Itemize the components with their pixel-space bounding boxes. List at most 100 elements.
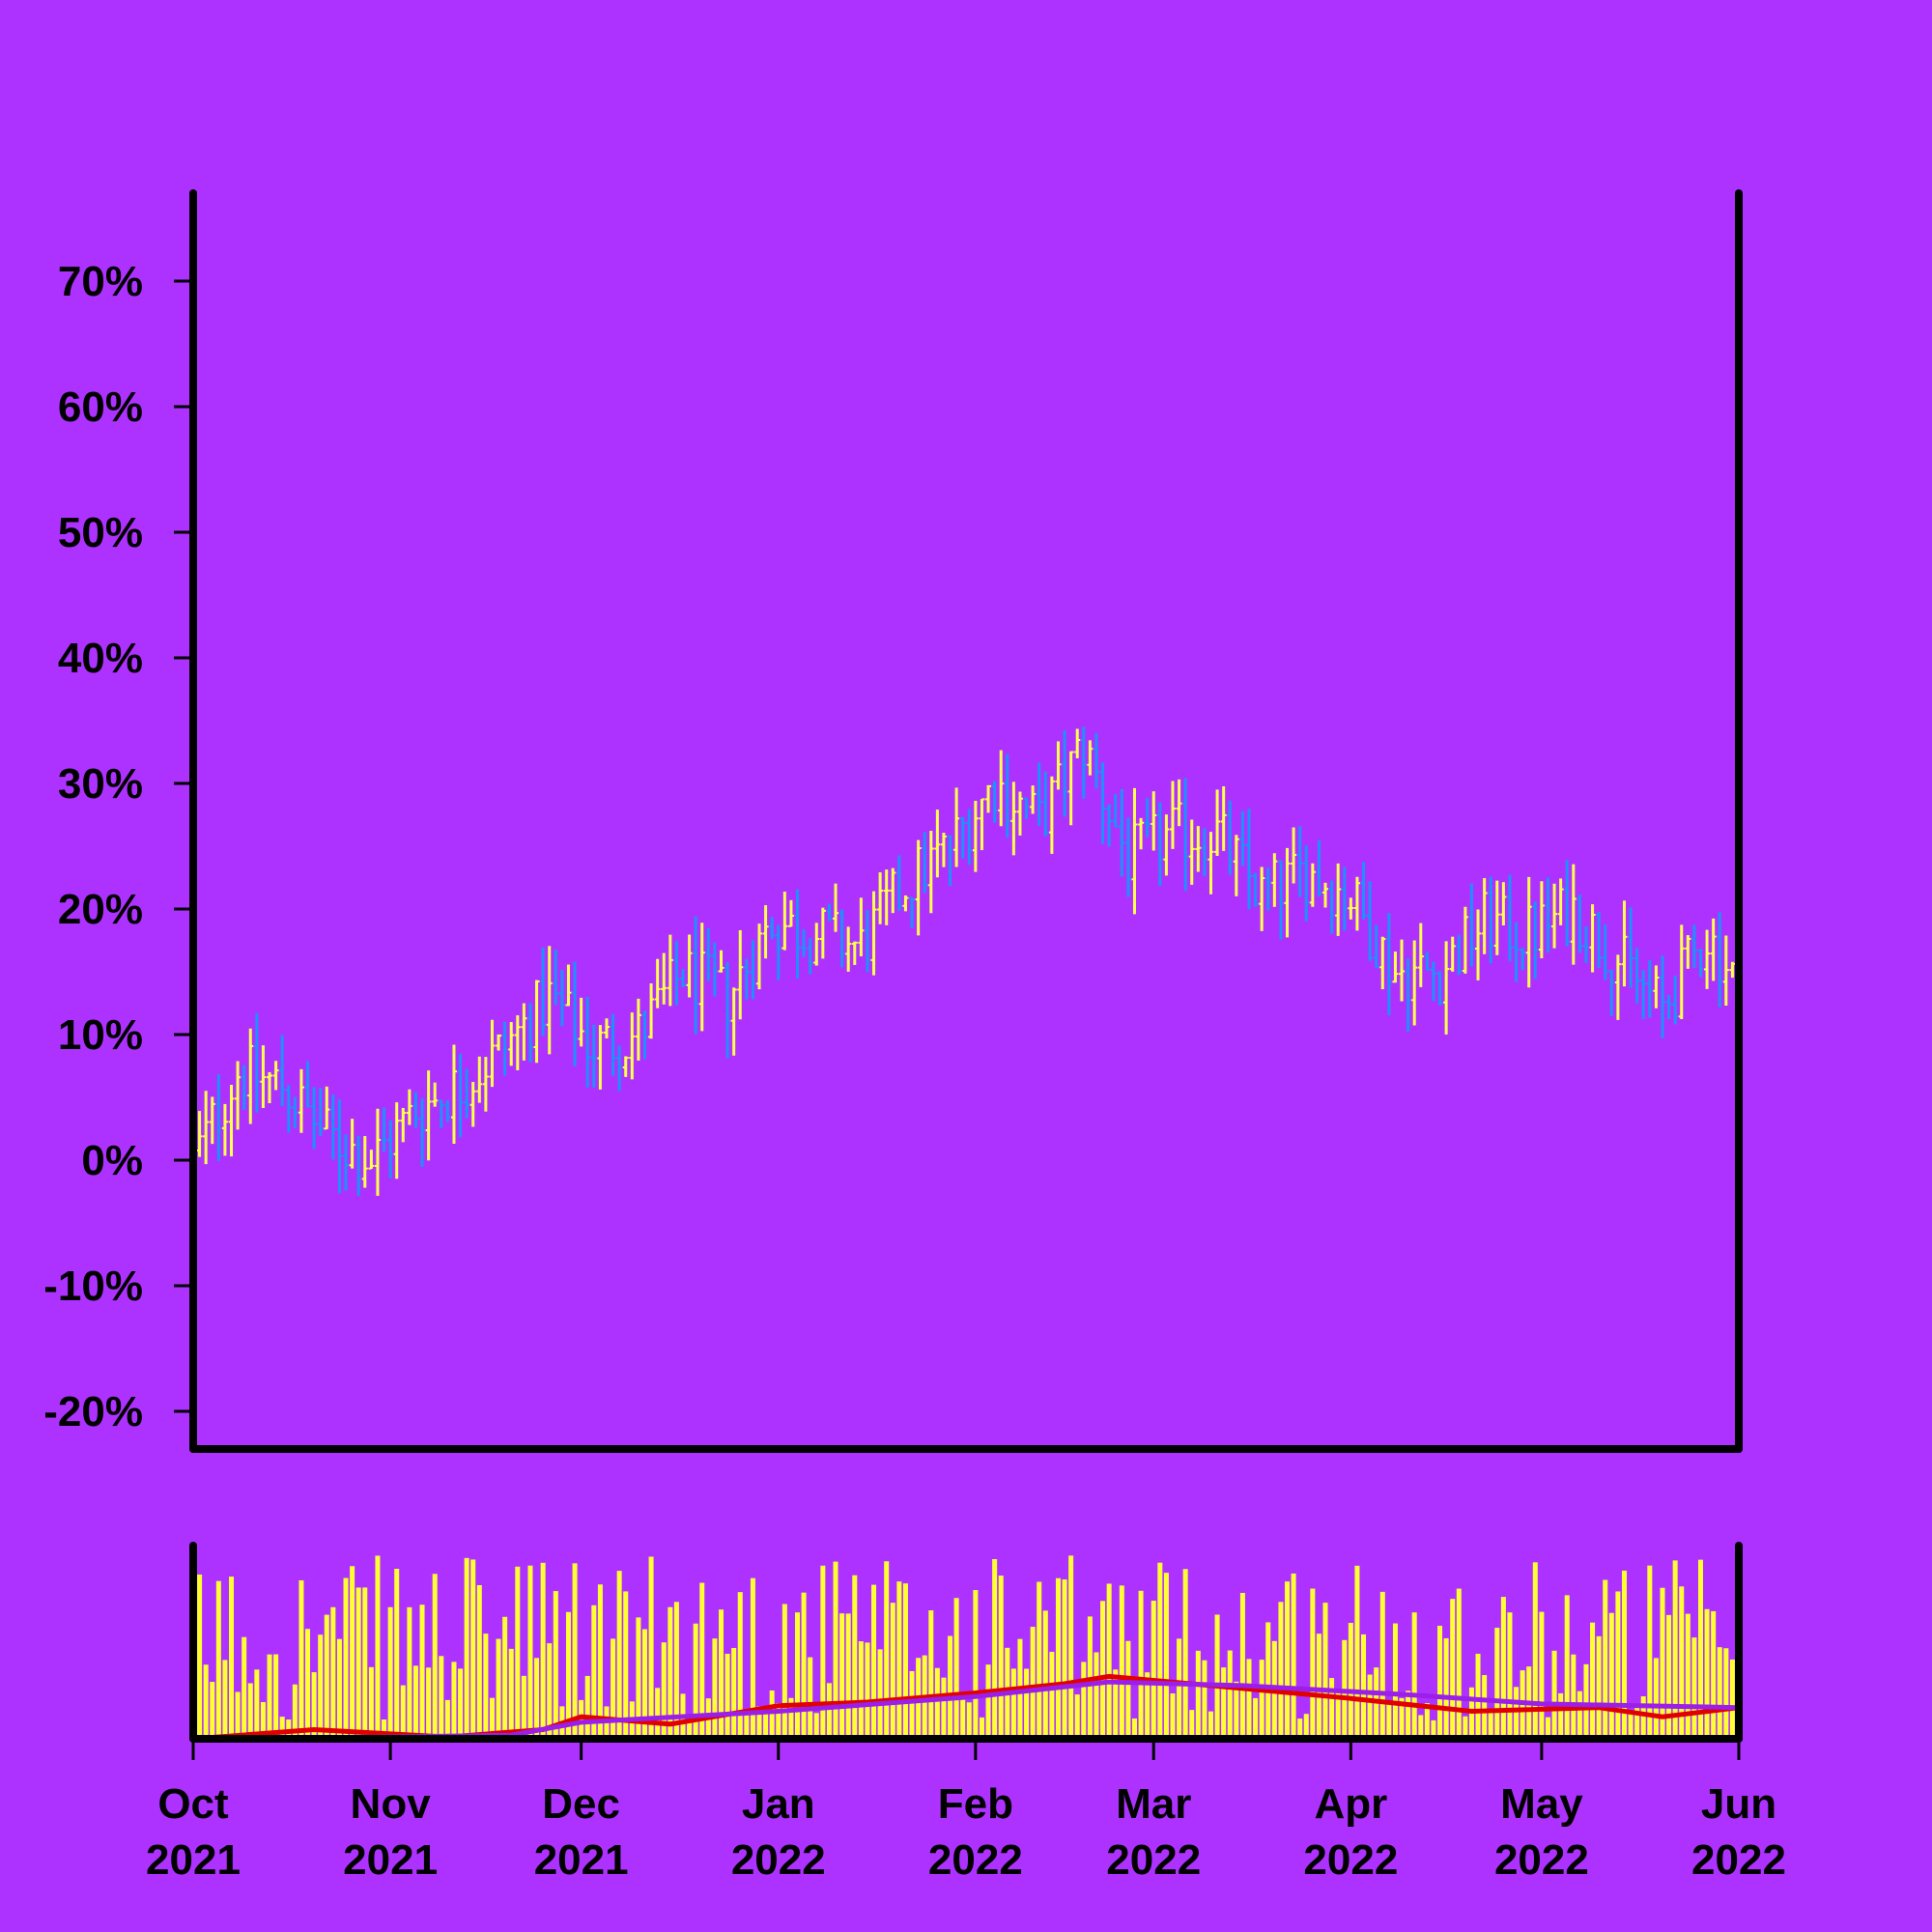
volume-bar xyxy=(1564,1595,1570,1739)
volume-bar xyxy=(1729,1659,1735,1739)
volume-bar xyxy=(1634,1707,1640,1739)
volume-bar xyxy=(1297,1719,1303,1739)
volume-bar xyxy=(820,1565,826,1739)
volume-bar xyxy=(1285,1581,1291,1739)
volume-bar xyxy=(1361,1634,1367,1739)
volume-bar xyxy=(1488,1713,1493,1739)
volume-bar xyxy=(1647,1565,1653,1739)
volume-bar xyxy=(1418,1715,1424,1739)
volume-bar xyxy=(611,1638,616,1739)
volume-bar xyxy=(1558,1692,1564,1739)
volume-bar xyxy=(1590,1622,1596,1739)
volume-bar xyxy=(1303,1714,1309,1739)
volume-bar xyxy=(1615,1591,1621,1739)
volume-bar xyxy=(1348,1623,1353,1739)
volume-bar xyxy=(1392,1623,1398,1739)
volume-bar xyxy=(496,1638,501,1739)
volume-bar xyxy=(1291,1573,1296,1739)
volume-bar xyxy=(444,1699,450,1739)
volume-bar xyxy=(655,1688,661,1739)
volume-bar xyxy=(1170,1693,1176,1739)
volume-bar xyxy=(1024,1668,1030,1739)
volume-bar xyxy=(928,1610,934,1739)
volume-bar xyxy=(781,1604,787,1739)
volume-bar xyxy=(1145,1672,1151,1739)
volume-bar xyxy=(960,1694,966,1739)
volume-bar xyxy=(279,1717,285,1739)
x-tick-year-label: 2021 xyxy=(146,1836,241,1884)
volume-bar xyxy=(858,1641,864,1739)
volume-bar xyxy=(553,1591,558,1739)
x-tick-month-label: Jan xyxy=(742,1780,815,1828)
x-tick-month-label: Nov xyxy=(351,1780,432,1828)
volume-bar xyxy=(222,1660,228,1739)
volume-bar xyxy=(833,1561,838,1739)
volume-bar xyxy=(476,1584,482,1739)
volume-bar xyxy=(1106,1583,1112,1739)
x-tick-month-label: May xyxy=(1500,1780,1583,1828)
x-tick-year-label: 2022 xyxy=(1691,1836,1786,1884)
volume-bar xyxy=(1094,1652,1099,1739)
volume-bar xyxy=(260,1702,266,1739)
volume-bar xyxy=(1608,1612,1614,1739)
x-tick-year-label: 2021 xyxy=(534,1836,629,1884)
volume-bar xyxy=(273,1654,279,1739)
volume-bar xyxy=(896,1581,902,1739)
price-panel xyxy=(190,726,1742,1197)
volume-bar xyxy=(1100,1601,1106,1739)
volume-bar xyxy=(1119,1585,1124,1739)
volume-bar xyxy=(215,1580,221,1739)
volume-bar xyxy=(1532,1562,1538,1739)
volume-bar xyxy=(1042,1610,1048,1739)
x-tick-year-label: 2021 xyxy=(343,1836,438,1884)
volume-bar xyxy=(439,1656,444,1739)
x-tick-year-label: 2022 xyxy=(928,1836,1023,1884)
volume-panel xyxy=(190,1555,1742,1742)
x-tick-month-label: Jun xyxy=(1701,1780,1776,1828)
volume-bar xyxy=(1386,1702,1392,1739)
volume-bar xyxy=(1463,1716,1468,1739)
volume-bar xyxy=(948,1635,953,1739)
volume-bar xyxy=(1316,1634,1321,1739)
volume-bar xyxy=(973,1590,979,1739)
volume-bar xyxy=(419,1605,425,1739)
volume-bar xyxy=(235,1691,241,1739)
volume-bar xyxy=(534,1658,540,1739)
volume-bar xyxy=(426,1667,432,1739)
volume-bar xyxy=(1653,1658,1659,1739)
volume-bar xyxy=(1424,1703,1430,1739)
volume-bar xyxy=(292,1684,298,1739)
volume-bar xyxy=(579,1699,584,1739)
volume-bar xyxy=(1138,1590,1144,1739)
volume-bar xyxy=(668,1606,673,1739)
volume-bar xyxy=(1113,1669,1119,1739)
y-tick-label: 30% xyxy=(58,760,143,808)
volume-bar xyxy=(1571,1654,1577,1739)
volume-bar xyxy=(1208,1711,1213,1739)
volume-bar xyxy=(871,1584,877,1739)
volume-bar xyxy=(909,1670,915,1739)
volume-bar xyxy=(521,1675,526,1739)
volume-bar xyxy=(502,1616,508,1739)
volume-bar xyxy=(826,1683,832,1739)
volume-bar xyxy=(1354,1565,1360,1739)
volume-bar xyxy=(584,1675,590,1739)
volume-bar xyxy=(788,1697,794,1739)
volume-bar xyxy=(763,1707,769,1739)
volume-bar xyxy=(350,1566,355,1739)
volume-bar xyxy=(1265,1622,1271,1739)
volume-bar xyxy=(1514,1687,1520,1739)
x-tick-month-label: Feb xyxy=(938,1780,1013,1828)
volume-bar xyxy=(641,1629,647,1739)
volume-bar xyxy=(1322,1603,1328,1739)
volume-bar xyxy=(1202,1660,1208,1739)
volume-bar xyxy=(305,1629,311,1739)
volume-bar xyxy=(1500,1597,1506,1739)
volume-bar xyxy=(648,1556,654,1739)
volume-bar xyxy=(1125,1640,1131,1739)
volume-bar xyxy=(1055,1577,1061,1739)
volume-bar xyxy=(902,1583,908,1739)
x-tick-year-label: 2022 xyxy=(1494,1836,1589,1884)
volume-bar xyxy=(1482,1675,1488,1739)
